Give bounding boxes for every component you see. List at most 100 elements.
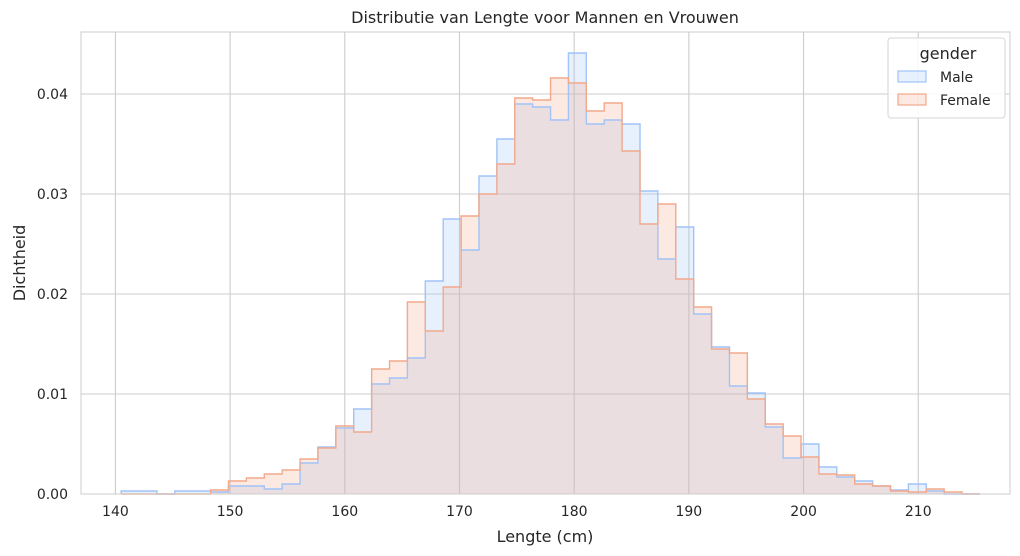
bar-male [389, 378, 408, 494]
bar-male [926, 491, 945, 494]
y-axis-label: Dichtheid [10, 225, 29, 302]
bar-male [139, 491, 157, 494]
bar-male [640, 191, 658, 494]
bar-female [890, 491, 909, 494]
bar-male [210, 492, 229, 494]
bar-female [532, 100, 551, 494]
bar-female [478, 194, 497, 494]
x-tick-labels: 140 150 160 170 180 190 200 210 [102, 504, 932, 520]
bar-female [675, 279, 694, 494]
bar-male [568, 53, 587, 494]
bar-female [461, 216, 479, 494]
bar-female [550, 78, 569, 494]
bar-female [836, 475, 855, 494]
bar-female [944, 492, 963, 494]
bar-male [783, 458, 802, 494]
bar-female [854, 484, 873, 494]
bar-male [461, 250, 479, 494]
y-tick-label: 0.03 [37, 187, 68, 203]
legend-label-male: Male [940, 70, 973, 86]
x-tick-label: 170 [446, 504, 473, 520]
bar-male [496, 139, 515, 494]
bar-male [121, 491, 140, 494]
bar-male [657, 259, 676, 494]
legend-label-female: Female [940, 93, 991, 109]
bar-female [514, 98, 533, 494]
bar-female [711, 349, 730, 494]
bar-male [228, 486, 247, 494]
bar-female [568, 83, 587, 494]
bar-male [604, 120, 623, 494]
bar-female [640, 224, 658, 494]
bar-male [890, 490, 909, 494]
bar-female [908, 492, 927, 494]
bar-female [622, 151, 641, 494]
bar-male [246, 486, 265, 494]
bar-male [532, 107, 551, 494]
bar-male [765, 427, 784, 494]
bar-female [317, 448, 336, 494]
bar-female [765, 424, 784, 494]
step-outline-male [120, 52, 980, 495]
x-tick-label: 190 [675, 504, 702, 520]
legend-title: gender [920, 44, 977, 63]
bar-female [729, 353, 748, 494]
bar-male [711, 347, 730, 494]
bar-male [300, 463, 318, 494]
bar-male [371, 384, 390, 494]
x-axis-label: Lengte (cm) [497, 527, 594, 546]
bar-female [693, 307, 712, 494]
bar-female [872, 486, 891, 494]
bar-female [389, 361, 408, 494]
y-tick-label: 0.04 [37, 87, 68, 103]
bar-female [353, 432, 372, 494]
bar-male [317, 447, 336, 494]
bar-male [282, 484, 301, 494]
y-tick-label: 0.02 [37, 287, 68, 303]
bar-male [353, 409, 372, 494]
histogram-bars [121, 53, 963, 494]
bar-male [425, 281, 444, 494]
plot-background [81, 32, 1010, 494]
histogram-outlines [120, 52, 980, 495]
bar-male [586, 124, 605, 494]
bar-female [282, 470, 301, 494]
bar-female [496, 164, 515, 494]
bar-female [657, 204, 676, 494]
bar-female [228, 481, 247, 494]
x-tick-label: 160 [331, 504, 358, 520]
bar-male [622, 124, 641, 494]
bar-female [300, 459, 318, 494]
bar-female [801, 457, 819, 494]
bar-male [747, 393, 766, 494]
bar-male [872, 486, 891, 494]
legend: gender Male Female [887, 37, 1006, 119]
bar-male [192, 491, 211, 494]
x-tick-label: 180 [561, 504, 588, 520]
bar-female [264, 474, 283, 494]
bar-female [335, 426, 354, 494]
x-tick-label: 140 [102, 504, 129, 520]
step-outline-female [121, 77, 980, 495]
bar-female [818, 474, 837, 494]
bar-male [836, 477, 855, 494]
bar-female [371, 369, 390, 494]
bar-female [586, 111, 605, 494]
x-tick-label: 210 [905, 504, 932, 520]
bar-female [783, 436, 802, 494]
legend-box [887, 37, 1006, 119]
y-tick-label: 0.00 [37, 487, 68, 503]
bar-male [335, 428, 354, 494]
bar-male [729, 386, 748, 494]
plot-frame [80, 31, 1011, 495]
bar-male [443, 219, 462, 494]
legend-swatch-male [897, 70, 927, 83]
x-tick-label: 150 [217, 504, 244, 520]
legend-swatch-female [897, 93, 927, 106]
bar-male [693, 314, 712, 494]
bar-male [675, 227, 694, 494]
bar-male [550, 120, 569, 494]
chart-title: Distributie van Lengte voor Mannen en Vr… [351, 8, 739, 27]
